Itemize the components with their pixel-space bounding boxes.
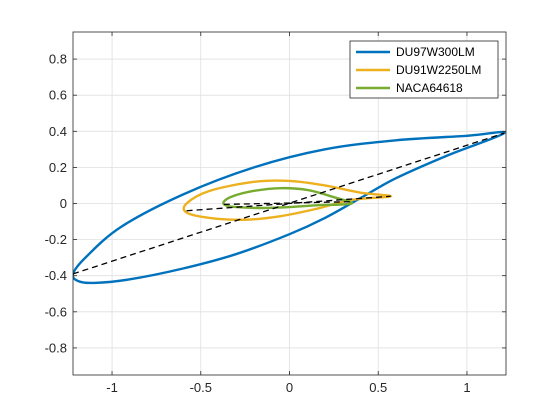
legend-label-du91w2250lm: DU91W2250LM: [396, 63, 481, 77]
y-tick-label: 0.4: [49, 124, 67, 139]
x-axis: -1 -0.5 0 0.5 1: [106, 32, 471, 395]
y-tick-label: -0.4: [45, 268, 67, 283]
y-tick-label: 0.6: [49, 88, 67, 103]
series-naca64618-line: [222, 186, 354, 210]
chord-line: [73, 132, 505, 275]
legend: DU97W300LM DU91W2250LM NACA64618: [349, 40, 499, 99]
series-du91w2250lm-line: [182, 179, 392, 222]
y-tick-label: -0.8: [45, 340, 67, 355]
x-tick-label: 1: [463, 380, 470, 395]
y-tick-label: 0.2: [49, 160, 67, 175]
legend-label-du97w300lm: DU97W300LM: [396, 45, 475, 59]
x-tick-label: -1: [106, 380, 118, 395]
y-tick-label: -0.2: [45, 232, 67, 247]
legend-label-naca64618: NACA64618: [396, 81, 463, 95]
y-axis: -0.8 -0.6 -0.4 -0.2 0 0.2 0.4 0.6 0.8: [45, 52, 506, 355]
x-tick-label: 0: [286, 380, 293, 395]
y-tick-label: -0.6: [45, 304, 67, 319]
y-tick-label: 0: [60, 196, 67, 211]
y-tick-label: 0.8: [49, 52, 67, 67]
series-layer: [73, 130, 506, 285]
x-tick-label: 0.5: [369, 380, 387, 395]
chord-line: [223, 201, 352, 206]
x-tick-label: -0.5: [190, 380, 212, 395]
series-du97w300lm-line: [73, 130, 506, 285]
